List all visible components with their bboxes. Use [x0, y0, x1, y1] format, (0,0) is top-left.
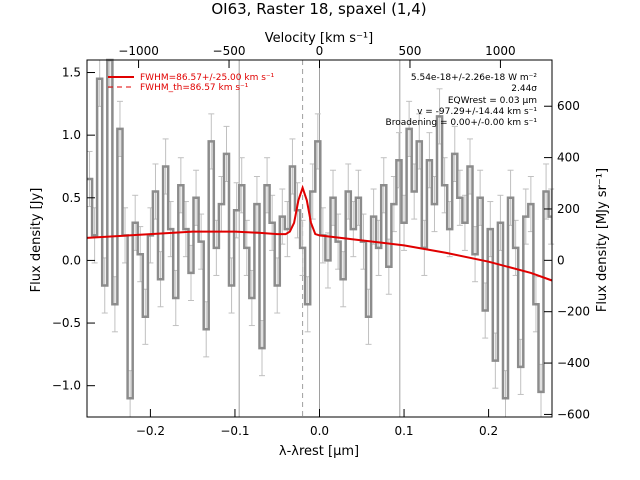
y-tick-label: −0.5: [52, 316, 81, 330]
right-tick-label: 600: [557, 99, 580, 113]
plot-frame: [86, 59, 553, 418]
top-tick-label: −1000: [118, 44, 159, 58]
legend-fwhm-th-label: FWHM_th=86.57 km s⁻¹: [140, 83, 249, 93]
right-tick-label: −600: [557, 407, 590, 421]
plot-area: [86, 58, 555, 418]
top-tick-label: −500: [213, 44, 246, 58]
legend: FWHM=86.57+/-25.00 km s⁻¹ FWHM_th=86.57 …: [108, 73, 275, 93]
y-tick-label: −1.0: [52, 379, 81, 393]
spectrum-steps: [87, 58, 552, 400]
y-tick-label: 0.0: [62, 253, 81, 267]
y-tick-label: 0.5: [62, 191, 81, 205]
x-tick-label: −0.1: [220, 424, 249, 438]
y-axis-label: Flux density [Jy]: [29, 188, 44, 293]
annotation-block: 5.54e-18+/-2.26e-18 W m⁻² 2.44σ EQWrest …: [386, 73, 538, 128]
axis-ticks: −0.2 −0.1 0.0 0.1 0.2 −1000 −500 0 500 1000 −1.0 −0…: [52, 44, 590, 438]
y-tick-label: 1.0: [62, 128, 81, 142]
right-tick-label: 200: [557, 202, 580, 216]
x-tick-label: 0.0: [310, 424, 329, 438]
fit-curve: [86, 184, 553, 282]
x-tick-label: 0.2: [479, 424, 498, 438]
annotation-flux: 5.54e-18+/-2.26e-18 W m⁻²: [411, 73, 538, 83]
right-tick-label: −200: [557, 305, 590, 319]
annotation-sigma: 2.44σ: [511, 84, 537, 94]
right-tick-label: −400: [557, 356, 590, 370]
annotation-eqw: EQWrest = 0.03 μm: [448, 96, 537, 106]
chart-title: OI63, Raster 18, spaxel (1,4): [211, 0, 426, 18]
annotation-broadening: Broadening = 0.00+/-0.00 km s⁻¹: [386, 118, 538, 128]
legend-fwhm-label: FWHM=86.57+/-25.00 km s⁻¹: [140, 73, 275, 83]
x-axis-label: λ-λrest [μm]: [279, 444, 359, 459]
right-axis-label: Flux density [MJy sr⁻¹]: [595, 168, 610, 312]
top-tick-label: 1000: [485, 44, 516, 58]
top-axis-label: Velocity [km s⁻¹]: [265, 31, 373, 46]
x-tick-label: 0.1: [394, 424, 413, 438]
right-tick-label: 400: [557, 151, 580, 165]
x-tick-label: −0.2: [136, 424, 165, 438]
y-tick-label: 1.5: [62, 66, 81, 80]
right-tick-label: 0: [557, 253, 565, 267]
top-tick-label: 0: [316, 44, 324, 58]
annotation-velocity: v = -97.29+/-14.44 km s⁻¹: [417, 107, 537, 117]
top-tick-label: 500: [399, 44, 422, 58]
